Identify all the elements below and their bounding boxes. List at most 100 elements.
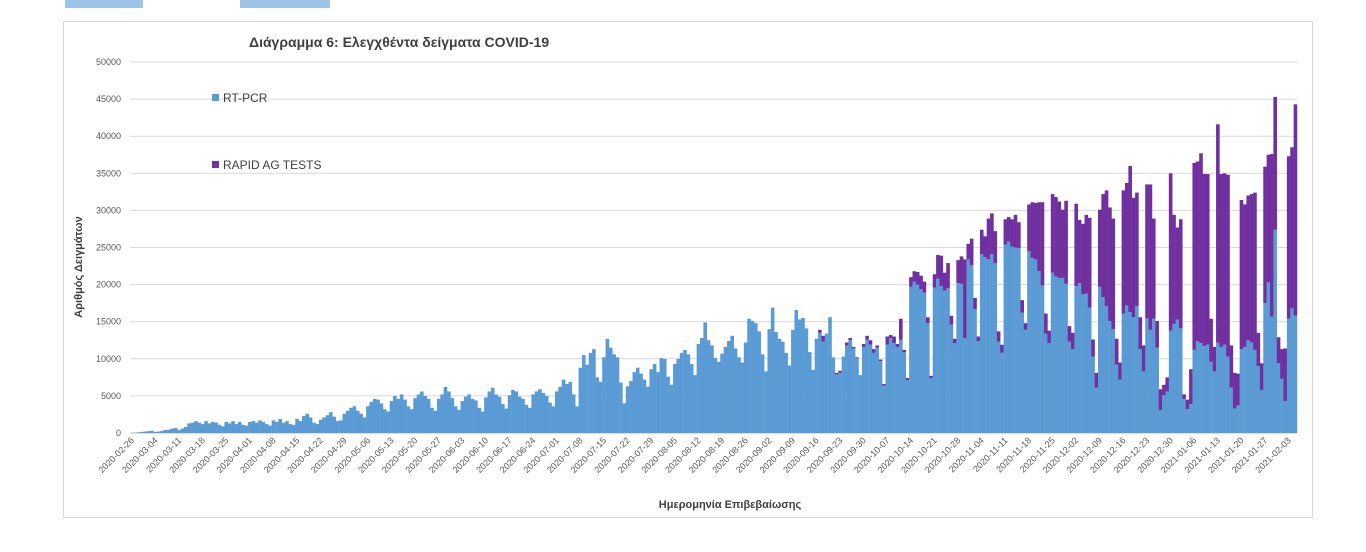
bar-rapid-ag bbox=[902, 349, 906, 353]
bar-rt-pcr bbox=[635, 367, 640, 433]
bar-rapid-ag bbox=[1044, 313, 1048, 334]
bar-rt-pcr bbox=[258, 420, 262, 433]
bar-rt-pcr bbox=[878, 361, 883, 433]
bar-rt-pcr bbox=[733, 348, 738, 433]
bar-rt-pcr bbox=[160, 430, 164, 433]
bar-rt-pcr bbox=[167, 429, 171, 433]
bar-rt-pcr bbox=[598, 381, 603, 433]
bar-rt-pcr bbox=[291, 424, 296, 433]
bar-rt-pcr bbox=[433, 410, 438, 433]
bar-rapid-ag bbox=[899, 318, 903, 340]
bar-rt-pcr bbox=[888, 338, 893, 433]
bar-rt-pcr bbox=[1023, 329, 1028, 433]
bar-rt-pcr bbox=[227, 423, 232, 433]
bar-rt-pcr bbox=[1175, 319, 1180, 433]
bar-rt-pcr bbox=[480, 411, 485, 433]
bar-rapid-ag bbox=[1121, 190, 1126, 314]
bar-rt-pcr bbox=[703, 322, 707, 433]
bar-rt-pcr bbox=[629, 381, 633, 433]
bar-rapid-ag bbox=[1222, 173, 1227, 345]
bar-rapid-ag bbox=[1030, 202, 1035, 258]
bar-rt-pcr bbox=[409, 409, 414, 433]
bar-rapid-ag bbox=[1280, 349, 1284, 379]
bar-rt-pcr bbox=[996, 341, 1001, 433]
bar-rt-pcr bbox=[136, 432, 141, 433]
x-axis-label: Ημερομηνία Επιβεβαίωσης bbox=[659, 499, 802, 511]
bar-rapid-ag bbox=[1091, 339, 1095, 357]
legend: RT-PCR RAPID AG TESTS bbox=[212, 91, 321, 172]
bar-rt-pcr bbox=[1155, 347, 1159, 433]
bar-rt-pcr bbox=[696, 343, 701, 433]
bar-rt-pcr bbox=[416, 394, 421, 433]
bar-rt-pcr bbox=[1131, 317, 1136, 433]
bar-rt-pcr bbox=[1195, 340, 1200, 433]
bar-rt-pcr bbox=[1172, 323, 1176, 433]
bar-rt-pcr bbox=[797, 319, 802, 433]
bar-rapid-ag bbox=[1027, 204, 1031, 252]
bar-rt-pcr bbox=[1121, 313, 1126, 433]
bar-rt-pcr bbox=[554, 391, 559, 433]
bar-rt-pcr bbox=[1003, 244, 1008, 433]
bar-rt-pcr bbox=[922, 292, 927, 433]
bar-rt-pcr bbox=[1158, 410, 1163, 433]
legend-label-rt-pcr: RT-PCR bbox=[223, 91, 268, 105]
bar-rt-pcr bbox=[329, 412, 333, 433]
bar-rt-pcr bbox=[386, 411, 390, 433]
bar-rt-pcr bbox=[740, 362, 745, 433]
bar-rt-pcr bbox=[1044, 333, 1048, 433]
bar-rt-pcr bbox=[1111, 329, 1116, 433]
bar-rapid-ag bbox=[1006, 217, 1011, 242]
bar-rt-pcr bbox=[831, 357, 836, 433]
bar-rt-pcr bbox=[177, 430, 181, 433]
bar-rt-pcr bbox=[325, 415, 330, 433]
bar-rt-pcr bbox=[204, 421, 208, 433]
bar-rt-pcr bbox=[548, 402, 552, 433]
bar-rt-pcr bbox=[602, 357, 606, 433]
bar-rt-pcr bbox=[963, 338, 967, 433]
bar-rt-pcr bbox=[895, 346, 900, 433]
bar-rt-pcr bbox=[440, 394, 444, 433]
bar-rt-pcr bbox=[966, 259, 971, 433]
bar-rapid-ag bbox=[1098, 209, 1102, 287]
bar-rt-pcr bbox=[646, 387, 650, 433]
bar-rapid-ag bbox=[1249, 194, 1254, 343]
bar-rt-pcr bbox=[858, 375, 863, 433]
bar-rt-pcr bbox=[1212, 371, 1217, 433]
bar-rt-pcr bbox=[1162, 395, 1166, 433]
bar-rt-pcr bbox=[156, 431, 161, 433]
bar-rt-pcr bbox=[467, 394, 471, 433]
bar-rapid-ag bbox=[1081, 223, 1085, 295]
bar-rapid-ag bbox=[1293, 104, 1298, 316]
bar-rt-pcr bbox=[1040, 285, 1045, 433]
bar-rapid-ag bbox=[1033, 202, 1038, 260]
bar-rt-pcr bbox=[527, 407, 532, 433]
bar-rt-pcr bbox=[345, 410, 350, 433]
bar-rt-pcr bbox=[143, 431, 148, 433]
bar-rt-pcr bbox=[1057, 277, 1062, 433]
bar-rt-pcr bbox=[683, 349, 687, 433]
bar-rapid-ag bbox=[1185, 399, 1190, 410]
bar-rt-pcr bbox=[578, 367, 583, 433]
bar-rt-pcr bbox=[595, 377, 600, 433]
bar-rt-pcr bbox=[915, 284, 920, 433]
bar-rt-pcr bbox=[929, 378, 933, 433]
bar-rt-pcr bbox=[764, 371, 768, 433]
bar-rapid-ag bbox=[1253, 192, 1257, 350]
bar-rapid-ag bbox=[1290, 147, 1294, 309]
bar-rt-pcr bbox=[494, 394, 498, 433]
bar-rapid-ag bbox=[1212, 346, 1217, 372]
bar-rt-pcr bbox=[217, 424, 222, 433]
bar-rapid-ag bbox=[1084, 214, 1089, 294]
bar-rapid-ag bbox=[990, 213, 994, 255]
bar-rt-pcr bbox=[1226, 356, 1230, 433]
bar-rt-pcr bbox=[605, 338, 610, 433]
bar-rt-pcr bbox=[490, 387, 495, 433]
bar-rapid-ag bbox=[1226, 174, 1230, 357]
bar-rapid-ag bbox=[952, 338, 957, 344]
bar-rt-pcr bbox=[457, 410, 461, 433]
bar-rt-pcr bbox=[534, 391, 539, 433]
bar-rapid-ag bbox=[905, 378, 910, 381]
bar-rapid-ag bbox=[983, 236, 987, 258]
bar-rt-pcr bbox=[214, 422, 218, 433]
bar-rt-pcr bbox=[679, 352, 684, 433]
